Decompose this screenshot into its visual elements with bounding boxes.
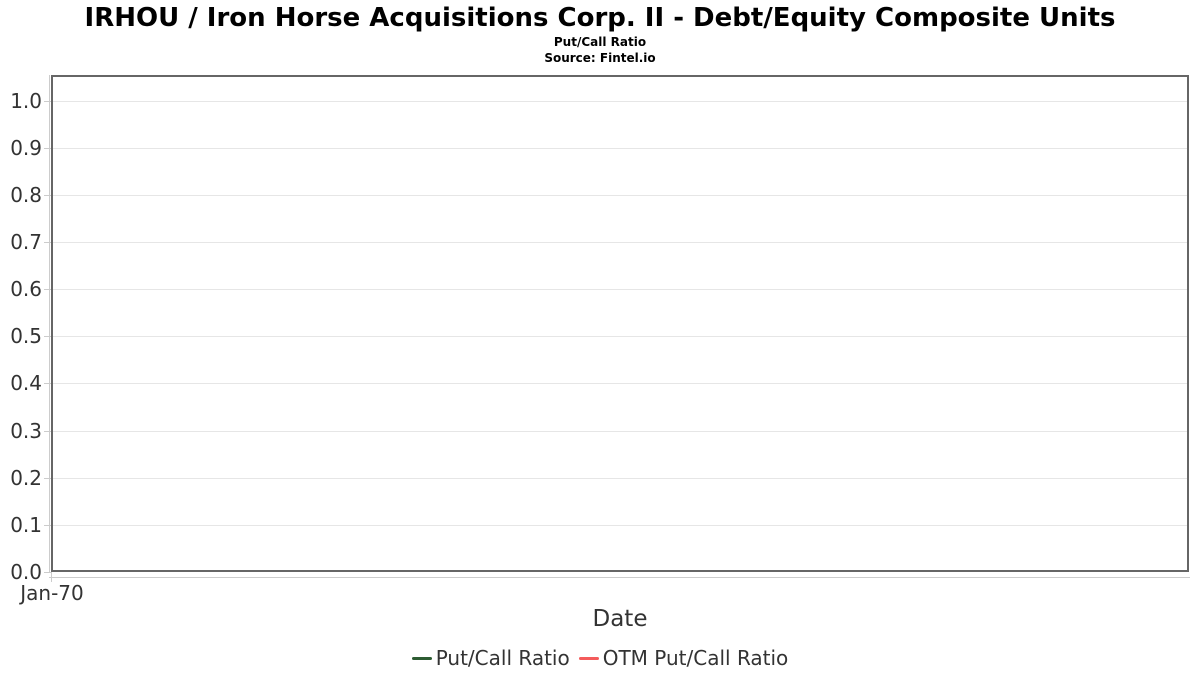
- y-grid-line: [53, 242, 1187, 244]
- y-grid-line: [53, 524, 1187, 526]
- y-axis-tick: [44, 336, 51, 338]
- y-grid-line: [53, 477, 1187, 479]
- y-grid-line: [53, 430, 1187, 432]
- plot-area: [51, 75, 1189, 572]
- y-tick-label: 0.9: [10, 136, 42, 161]
- legend-label-put-call-ratio: Put/Call Ratio: [435, 646, 570, 670]
- x-axis-title: Date: [592, 606, 648, 632]
- x-axis-tick: [51, 572, 52, 582]
- y-grid-line: [53, 101, 1187, 102]
- legend-label-otm-put-call-ratio: OTM Put/Call Ratio: [602, 646, 789, 670]
- y-tick-label: 0.2: [10, 465, 42, 490]
- y-axis-tick: [44, 383, 51, 385]
- x-axis-line: [49, 577, 1190, 578]
- chart-title: IRHOU / Iron Horse Acquisitions Corp. II…: [84, 3, 1116, 33]
- legend: Put/Call Ratio OTM Put/Call Ratio: [0, 646, 1200, 670]
- y-tick-label: 0.4: [10, 371, 42, 396]
- y-axis-tick: [44, 289, 51, 291]
- x-tick-label: Jan-70: [20, 581, 84, 605]
- y-axis-tick: [44, 242, 51, 244]
- y-grid-line: [53, 336, 1187, 338]
- y-grid-line: [53, 195, 1187, 197]
- put-call-ratio-line-swatch: [411, 656, 432, 660]
- otm-put-call-ratio-line-swatch: [578, 656, 599, 660]
- y-axis-tick: [44, 477, 51, 479]
- y-tick-label: 0.6: [10, 277, 42, 302]
- y-tick-label: 0.3: [10, 418, 42, 443]
- chart-source-label: Source: Fintel.io: [544, 51, 656, 65]
- y-axis-tick: [44, 148, 51, 150]
- y-tick-label: 0.1: [10, 512, 42, 537]
- y-tick-label: 0.8: [10, 183, 42, 208]
- y-tick-label: 0.7: [10, 230, 42, 255]
- y-tick-label: 0.5: [10, 324, 42, 349]
- y-axis-tick: [44, 524, 51, 526]
- y-grid-line: [53, 383, 1187, 385]
- y-axis-tick: [44, 101, 51, 102]
- y-tick-label: 1.0: [10, 89, 42, 113]
- y-grid-line: [53, 289, 1187, 291]
- legend-item-otm-put-call-ratio[interactable]: OTM Put/Call Ratio: [578, 646, 789, 670]
- plot-grid: [53, 77, 1187, 570]
- y-axis-tick: [44, 430, 51, 432]
- y-grid-line: [53, 148, 1187, 150]
- y-tick-label: 0.0: [10, 559, 42, 584]
- y-axis-tick: [44, 571, 51, 573]
- legend-item-put-call-ratio[interactable]: Put/Call Ratio: [411, 646, 570, 670]
- y-axis-tick: [44, 195, 51, 197]
- chart-subtitle: Put/Call Ratio: [553, 35, 647, 49]
- y-axis-line: [49, 75, 50, 572]
